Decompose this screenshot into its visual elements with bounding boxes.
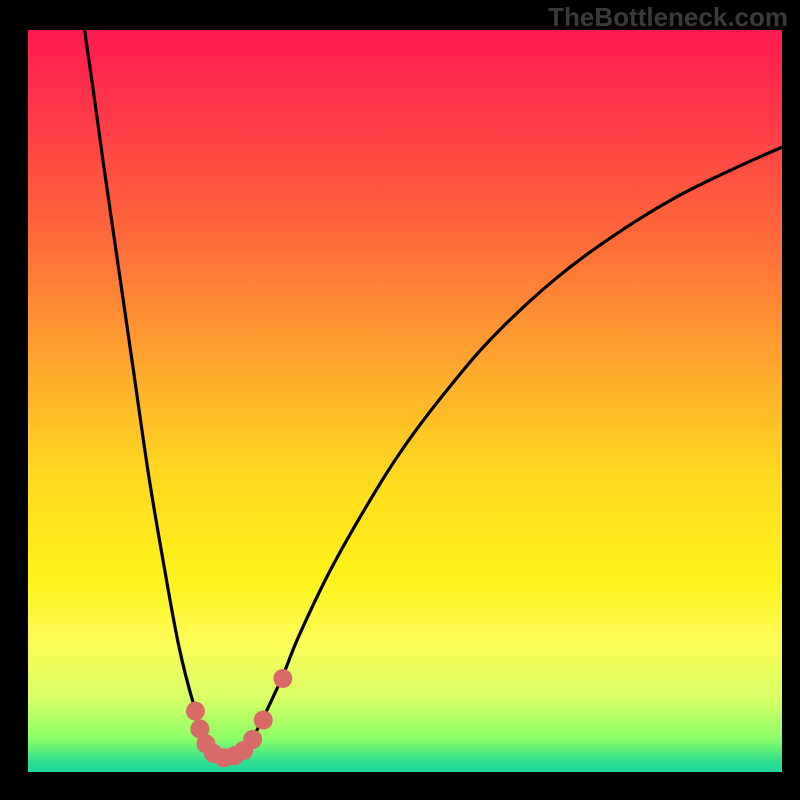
chart-svg <box>0 0 800 800</box>
data-point <box>243 730 262 749</box>
data-point <box>186 702 205 721</box>
data-point <box>273 669 292 688</box>
watermark-text: TheBottleneck.com <box>548 2 788 33</box>
data-point <box>254 711 273 730</box>
chart-container: TheBottleneck.com <box>0 0 800 800</box>
